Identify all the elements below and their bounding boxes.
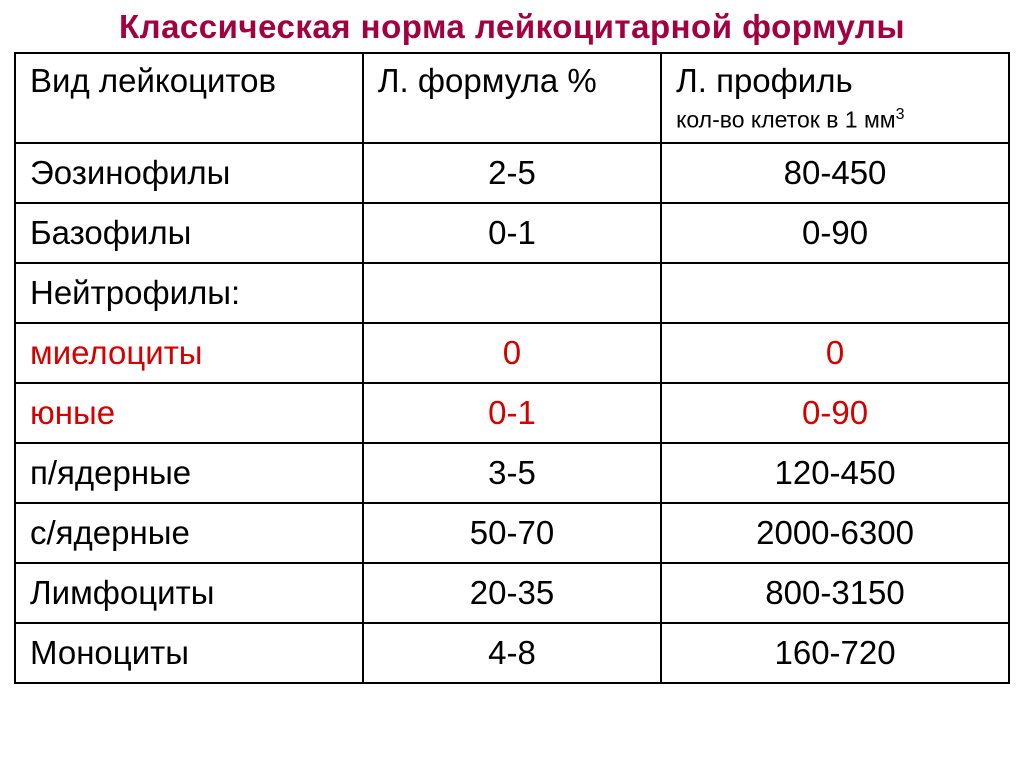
cell-name: миелоциты	[15, 323, 363, 383]
col-header-label: Вид лейкоцитов	[30, 62, 276, 99]
cell-profile: 0-90	[661, 383, 1009, 443]
col-header-type: Вид лейкоцитов	[15, 53, 363, 143]
cell-profile: 80-450	[661, 143, 1009, 203]
cell-formula	[363, 263, 661, 323]
cell-formula: 3-5	[363, 443, 661, 503]
cell-name: Базофилы	[15, 203, 363, 263]
cell-profile: 800-3150	[661, 563, 1009, 623]
cell-formula: 0-1	[363, 383, 661, 443]
cell-profile	[661, 263, 1009, 323]
table-row: п/ядерные3-5120-450	[15, 443, 1009, 503]
table-row: Моноциты4-8160-720	[15, 623, 1009, 683]
col-header-sublabel: кол-во клеток в 1 мм3	[676, 106, 994, 134]
leukocyte-table: Вид лейкоцитов Л. формула % Л. профиль к…	[14, 52, 1010, 684]
superscript-3: 3	[896, 106, 905, 123]
col-header-profile: Л. профиль кол-во клеток в 1 мм3	[661, 53, 1009, 143]
table-row: Лимфоциты20-35800-3150	[15, 563, 1009, 623]
table-row: Эозинофилы2-580-450	[15, 143, 1009, 203]
cell-name: Моноциты	[15, 623, 363, 683]
col-header-label: Л. профиль	[676, 62, 853, 99]
cell-profile: 120-450	[661, 443, 1009, 503]
cell-formula: 0	[363, 323, 661, 383]
col-header-formula: Л. формула %	[363, 53, 661, 143]
cell-profile: 0	[661, 323, 1009, 383]
col-header-label: Л. формула %	[378, 62, 597, 99]
table-row: с/ядерные50-702000-6300	[15, 503, 1009, 563]
cell-name: с/ядерные	[15, 503, 363, 563]
table-row: юные0-10-90	[15, 383, 1009, 443]
cell-profile: 0-90	[661, 203, 1009, 263]
table-row: Нейтрофилы:	[15, 263, 1009, 323]
cell-name: Нейтрофилы:	[15, 263, 363, 323]
cell-profile: 160-720	[661, 623, 1009, 683]
cell-formula: 20-35	[363, 563, 661, 623]
cell-formula: 4-8	[363, 623, 661, 683]
cell-formula: 50-70	[363, 503, 661, 563]
cell-name: юные	[15, 383, 363, 443]
cell-name: п/ядерные	[15, 443, 363, 503]
cell-profile: 2000-6300	[661, 503, 1009, 563]
table-row: Базофилы0-10-90	[15, 203, 1009, 263]
table-row: миелоциты00	[15, 323, 1009, 383]
cell-name: Лимфоциты	[15, 563, 363, 623]
table-body: Эозинофилы2-580-450Базофилы0-10-90Нейтро…	[15, 143, 1009, 683]
cell-formula: 2-5	[363, 143, 661, 203]
cell-name: Эозинофилы	[15, 143, 363, 203]
page-title: Классическая норма лейкоцитарной формулы	[14, 8, 1010, 46]
cell-formula: 0-1	[363, 203, 661, 263]
table-header-row: Вид лейкоцитов Л. формула % Л. профиль к…	[15, 53, 1009, 143]
